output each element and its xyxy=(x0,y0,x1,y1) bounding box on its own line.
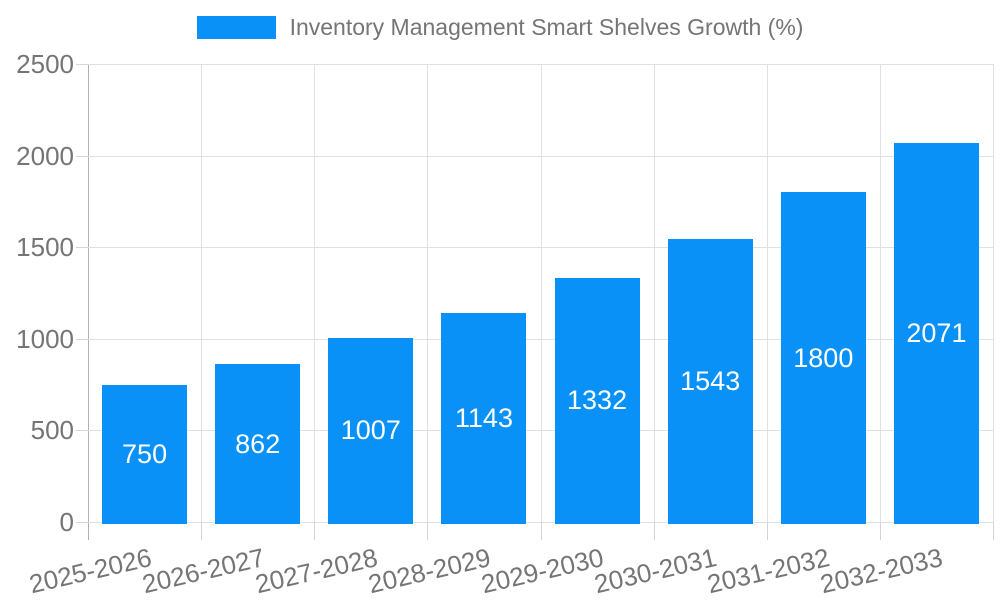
y-axis-label: 500 xyxy=(30,415,74,446)
x-gridline xyxy=(653,64,655,522)
bar-value-label: 1800 xyxy=(793,342,854,373)
legend: Inventory Management Smart Shelves Growt… xyxy=(0,14,1000,41)
bar-value-label: 1543 xyxy=(680,366,741,397)
x-gridline xyxy=(879,64,881,522)
legend-label: Inventory Management Smart Shelves Growt… xyxy=(289,14,804,40)
x-axis-label: 2026-2027 xyxy=(139,542,267,600)
x-axis-label: 2027-2028 xyxy=(252,542,381,600)
legend-swatch-icon xyxy=(196,16,276,39)
x-tick xyxy=(766,522,768,540)
bar[interactable]: 862 xyxy=(215,364,301,524)
y-tick xyxy=(76,155,88,157)
y-axis-label: 0 xyxy=(59,507,74,537)
bar-value-label: 750 xyxy=(122,438,168,469)
y-axis-label: 1000 xyxy=(16,323,74,354)
bar-value-label: 1143 xyxy=(454,402,513,433)
x-gridline xyxy=(427,64,429,522)
bar[interactable]: 1800 xyxy=(780,192,866,524)
x-axis-label: 2028-2029 xyxy=(365,542,494,600)
y-axis-label: 1500 xyxy=(16,232,74,263)
y-tick xyxy=(76,64,88,65)
x-tick xyxy=(314,522,316,540)
x-axis-label: 2030-2031 xyxy=(591,542,720,600)
y-tick xyxy=(76,338,88,340)
y-tick xyxy=(76,430,88,432)
plot-area: 750 862 1007 1143 1332 1543 1800 2071 xyxy=(88,64,994,524)
y-axis-label: 2000 xyxy=(16,140,74,171)
bar[interactable]: 1007 xyxy=(328,337,414,524)
x-gridline xyxy=(540,64,542,522)
bar-value-label: 2071 xyxy=(906,317,967,348)
x-axis-label: 2031-2032 xyxy=(704,542,833,600)
x-gridline xyxy=(766,64,768,522)
bar[interactable]: 1332 xyxy=(554,277,640,524)
y-axis-line xyxy=(88,64,89,540)
x-tick xyxy=(540,522,542,540)
x-gridline xyxy=(201,64,203,522)
x-gridline xyxy=(993,64,994,522)
bar[interactable]: 1143 xyxy=(441,312,527,524)
x-tick xyxy=(879,522,881,540)
y-tick xyxy=(76,247,88,249)
x-tick xyxy=(993,522,994,540)
x-axis-label: 2032-2033 xyxy=(817,542,946,600)
x-tick xyxy=(653,522,655,540)
x-axis-label: 2029-2030 xyxy=(478,542,607,600)
bar-value-label: 1332 xyxy=(567,385,628,416)
y-axis-label: 2500 xyxy=(16,49,74,79)
x-gridline xyxy=(314,64,316,522)
bar-value-label: 862 xyxy=(235,428,281,459)
y-tick xyxy=(76,522,88,523)
bar[interactable]: 1543 xyxy=(667,239,753,524)
legend-item[interactable]: Inventory Management Smart Shelves Growt… xyxy=(196,14,804,41)
x-axis-label: 2025-2026 xyxy=(25,542,154,600)
bar[interactable]: 2071 xyxy=(893,142,979,524)
bar[interactable]: 750 xyxy=(102,384,188,524)
x-tick xyxy=(427,522,429,540)
bar-value-label: 1007 xyxy=(340,415,401,446)
x-tick xyxy=(201,522,203,540)
